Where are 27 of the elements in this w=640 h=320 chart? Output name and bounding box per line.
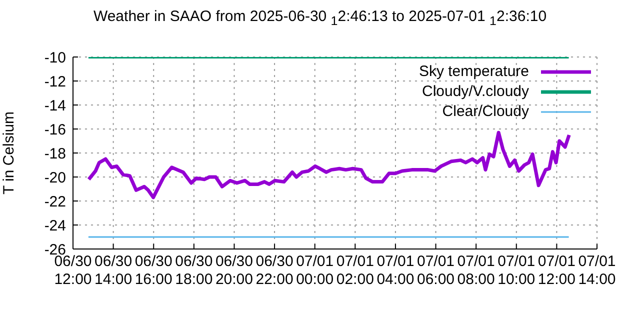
x-tick-label: 06/30 14:00 [94, 253, 132, 288]
x-tick-label: 07/01 04:00 [376, 253, 414, 288]
y-axis-title: T in Celsium [0, 111, 18, 195]
y-tick-label: -12 [44, 73, 66, 90]
y-tick-label: -24 [44, 217, 66, 234]
x-tick-label: 06/30 20:00 [215, 253, 254, 288]
x-tick-label: 07/01 12:00 [538, 253, 576, 288]
y-tick-label: -18 [44, 145, 66, 162]
x-tick-label: 07/01 08:00 [457, 253, 495, 288]
y-tick-label: -22 [44, 193, 66, 210]
y-tick-label: -10 [44, 49, 66, 66]
x-tick-label: 06/30 22:00 [256, 253, 294, 288]
legend-label: Cloudy/V.cloudy [422, 82, 529, 102]
x-tick-label: 07/01 02:00 [336, 253, 374, 288]
x-tick-label: 06/30 16:00 [134, 253, 172, 288]
x-tick-label: 07/01 00:00 [296, 253, 334, 288]
line-series [87, 130, 571, 200]
legend-label: Sky temperature [418, 62, 529, 82]
legend-label: Clear/Cloudy [442, 102, 529, 122]
x-tick-label: 07/01 14:00 [578, 253, 616, 288]
chart-title: Weather in SAAO from 2025-06-30 $_{1}$2:46:13 to 2025-07-01 $_{1}$2:36:10 [92, 8, 548, 28]
x-tick-label: 07/01 06:00 [416, 253, 455, 288]
x-tick-label: 06/30 18:00 [175, 253, 213, 288]
x-tick-label: 07/01 10:00 [498, 253, 536, 288]
y-tick-label: -20 [44, 169, 66, 186]
y-tick-label: -14 [44, 97, 66, 114]
y-tick-label: -16 [44, 121, 66, 138]
